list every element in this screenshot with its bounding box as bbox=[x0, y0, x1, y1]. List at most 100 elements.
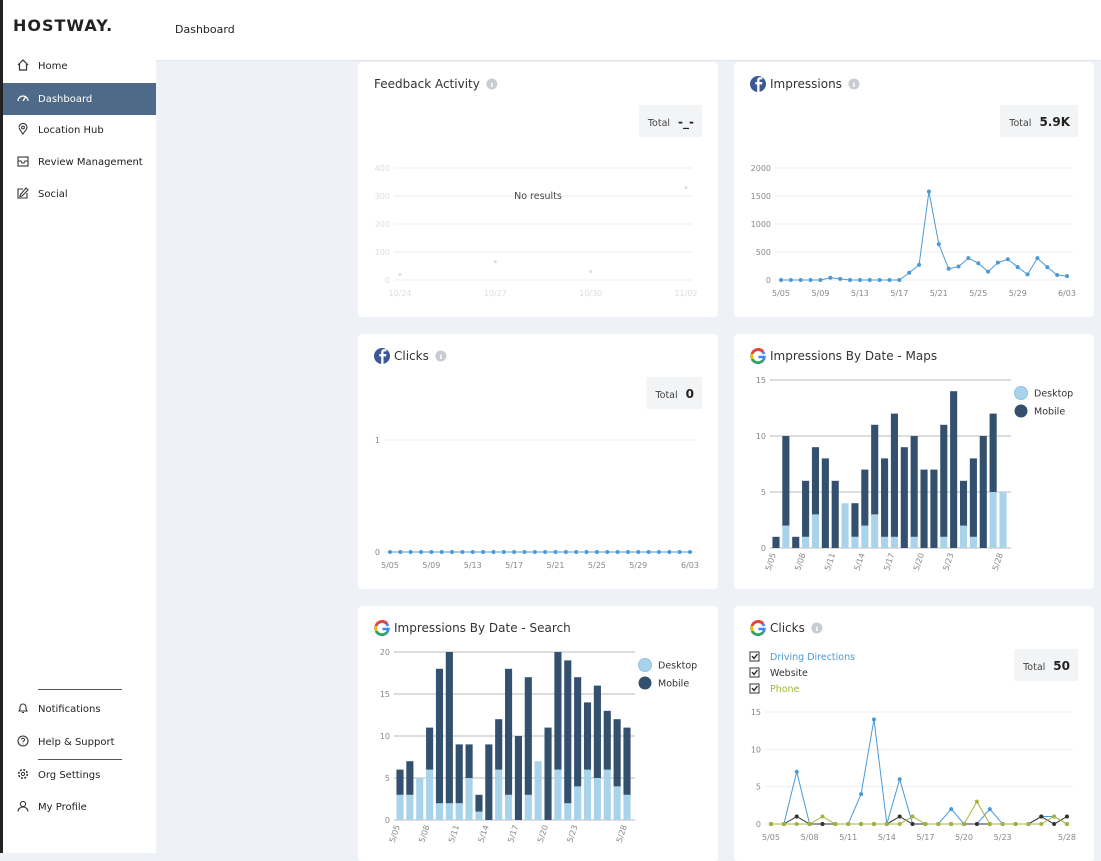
bar-segment bbox=[583, 769, 592, 820]
google-icon bbox=[374, 620, 389, 627]
total-value: 5.9K bbox=[1039, 115, 1070, 129]
nav-item[interactable]: Review Management bbox=[3, 146, 156, 178]
legend-checkbox[interactable] bbox=[749, 683, 760, 694]
x-tick-label: 5/17 bbox=[882, 552, 896, 572]
google-icon bbox=[751, 358, 764, 364]
bar-segment bbox=[861, 469, 869, 526]
data-point bbox=[833, 822, 838, 826]
x-tick-label: 5/20 bbox=[912, 552, 926, 572]
bar-segment bbox=[821, 458, 829, 548]
y-tick-label: 0 bbox=[385, 816, 390, 825]
nav-item[interactable]: Dashboard bbox=[3, 83, 156, 115]
data-point bbox=[848, 278, 853, 282]
x-tick-label: 6/03 bbox=[1058, 289, 1076, 298]
bar-segment bbox=[871, 514, 879, 548]
data-point bbox=[846, 822, 851, 826]
data-point bbox=[887, 278, 892, 282]
chart-card: Impressions By Date - Search 0 5 10 15 20 5/05… bbox=[358, 606, 718, 861]
data-point bbox=[794, 769, 799, 774]
bar-segment bbox=[782, 436, 790, 526]
y-tick-label: 15 bbox=[380, 690, 390, 699]
bar-segment bbox=[802, 536, 810, 548]
total-value: 0 bbox=[686, 387, 694, 401]
nav-item[interactable]: Help & Support bbox=[3, 726, 156, 758]
total-value: -_- bbox=[678, 115, 694, 130]
data-point bbox=[512, 550, 517, 554]
data-point bbox=[398, 272, 402, 276]
legend-checkbox[interactable] bbox=[749, 667, 760, 678]
data-point bbox=[688, 550, 692, 554]
data-point bbox=[553, 550, 558, 554]
data-point bbox=[594, 550, 599, 554]
nav-item[interactable]: Social bbox=[3, 178, 156, 210]
x-tick-label: 5/08 bbox=[801, 833, 819, 842]
nav-label: Location Hub bbox=[38, 124, 104, 136]
google-icon bbox=[750, 348, 765, 355]
data-point bbox=[828, 275, 833, 280]
x-tick-label: 5/17 bbox=[890, 289, 908, 298]
y-tick-label: 5 bbox=[385, 774, 390, 783]
nav-item[interactable]: Home bbox=[3, 50, 156, 82]
data-point bbox=[907, 270, 912, 275]
bar-segment bbox=[445, 652, 453, 804]
data-point bbox=[986, 269, 991, 274]
chart-card: Impressions 5.9K Total 0 500 1000 1500 2000 5/05… bbox=[734, 62, 1094, 317]
nav-item[interactable]: Notifications bbox=[3, 693, 156, 725]
data-point bbox=[798, 278, 803, 282]
data-point bbox=[1013, 822, 1018, 826]
data-point bbox=[788, 278, 793, 282]
bar-segment bbox=[881, 536, 889, 548]
y-tick-label: 10 bbox=[380, 732, 390, 741]
bar-segment bbox=[495, 719, 503, 770]
social-icon bbox=[17, 187, 29, 199]
y-tick-label: 0 bbox=[761, 544, 766, 553]
bar-segment bbox=[593, 685, 601, 778]
data-point bbox=[956, 264, 961, 269]
legend-label: Desktop bbox=[658, 661, 697, 672]
data-point bbox=[429, 550, 434, 554]
bar-segment bbox=[465, 778, 473, 820]
card-title: Feedback Activity bbox=[374, 77, 480, 91]
nav-item[interactable]: Org Settings bbox=[3, 759, 156, 791]
nav-item[interactable]: My Profile bbox=[3, 791, 156, 823]
y-tick-label: 2000 bbox=[751, 164, 771, 173]
google-icon bbox=[751, 630, 764, 636]
data-point bbox=[897, 278, 902, 282]
bar-segment bbox=[554, 652, 562, 770]
bar-segment bbox=[514, 736, 522, 820]
page-title: Dashboard bbox=[175, 23, 235, 36]
google-icon bbox=[374, 625, 378, 632]
chart-card: Clicks 50 Total 0 5 10 15 5/05 5/08 5/11 5/14 5/17 5… bbox=[734, 606, 1094, 861]
bar-segment bbox=[910, 536, 918, 548]
legend-label: Driving Directions bbox=[770, 652, 855, 663]
bar-segment bbox=[564, 660, 572, 804]
bar-segment bbox=[950, 391, 958, 548]
data-point bbox=[871, 717, 876, 722]
nav-item[interactable]: Location Hub bbox=[3, 114, 156, 146]
x-tick-label: 10/24 bbox=[388, 289, 411, 298]
data-point bbox=[987, 807, 992, 812]
bar-segment bbox=[900, 447, 908, 548]
legend-label: Mobile bbox=[1034, 407, 1065, 418]
x-tick-label: 5/11 bbox=[447, 824, 461, 844]
bar-segment bbox=[455, 744, 463, 804]
data-point bbox=[910, 814, 915, 819]
y-tick-label: 5 bbox=[761, 488, 766, 497]
total-box bbox=[646, 377, 702, 409]
bar-segment bbox=[989, 492, 997, 548]
info-icon-bar bbox=[853, 82, 855, 87]
chart-card: Clicks 0 Total 0 1 5/05 5/09 5/13 5/17 5/21 5/25 5/… bbox=[358, 334, 718, 589]
bar-segment bbox=[613, 786, 621, 820]
legend-check bbox=[751, 653, 759, 660]
home-icon bbox=[17, 59, 29, 71]
bar-segment bbox=[623, 727, 631, 795]
bar-segment bbox=[871, 424, 879, 515]
data-point bbox=[1025, 272, 1030, 277]
x-tick-label: 5/14 bbox=[853, 552, 867, 572]
nav-label: Review Management bbox=[38, 156, 143, 168]
logo[interactable]: HOSTWAY. bbox=[13, 16, 114, 35]
total-caption: Total bbox=[654, 390, 677, 401]
legend-checkbox[interactable] bbox=[749, 651, 760, 662]
data-point bbox=[897, 814, 902, 819]
data-point bbox=[677, 550, 682, 554]
